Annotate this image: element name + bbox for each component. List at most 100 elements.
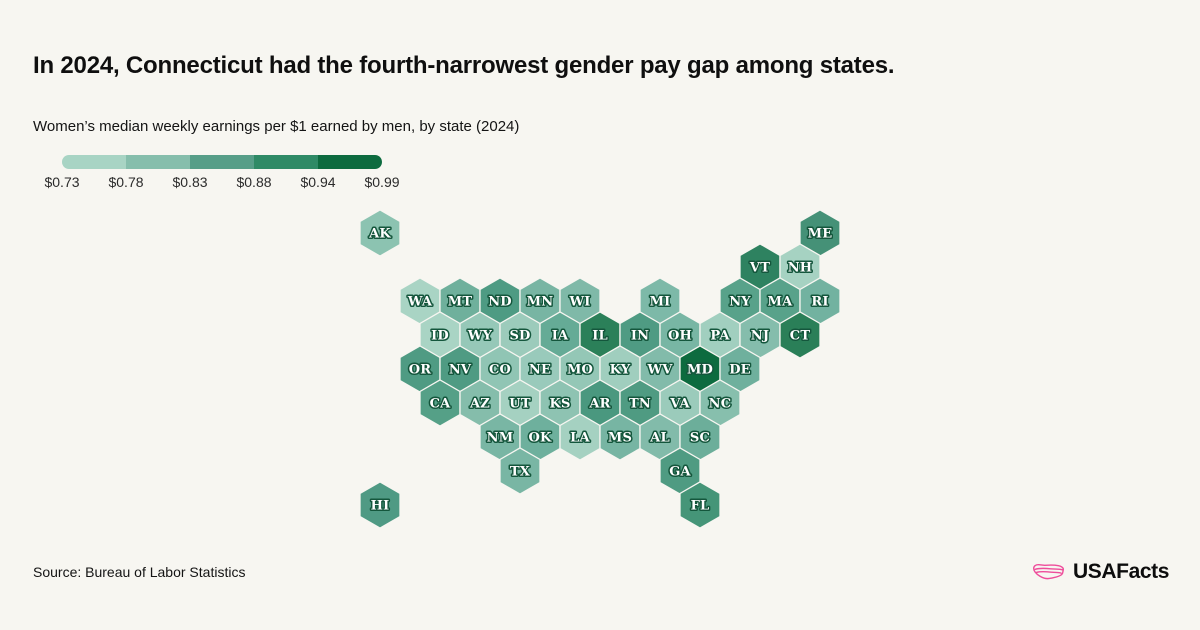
state-hex-shape bbox=[359, 481, 401, 529]
state-label: AL bbox=[649, 431, 670, 446]
state-hex-shape bbox=[679, 481, 721, 529]
state-hex-FL: FL bbox=[679, 481, 721, 529]
state-label: GA bbox=[669, 465, 691, 480]
legend-tick-label: $0.73 bbox=[44, 174, 80, 190]
legend-segment bbox=[62, 155, 126, 169]
state-label: KS bbox=[549, 397, 570, 412]
state-hex-CO: CO bbox=[479, 345, 521, 393]
state-label: WI bbox=[568, 295, 590, 310]
legend-segment bbox=[318, 155, 382, 169]
state-label: ME bbox=[808, 227, 833, 242]
state-label: NM bbox=[487, 431, 514, 446]
color-legend: $0.73 $0.78 $0.83 $0.88 $0.94 $0.99 bbox=[44, 155, 400, 201]
source-note: Source: Bureau of Labor Statistics bbox=[33, 564, 246, 580]
state-label: ND bbox=[488, 295, 512, 310]
state-label: NJ bbox=[751, 329, 769, 344]
state-label: KY bbox=[610, 363, 631, 378]
state-hex-IN: IN bbox=[619, 311, 661, 359]
state-hex-CT: CT bbox=[779, 311, 821, 359]
state-hex-AZ: AZ bbox=[459, 379, 501, 427]
state-label: SD bbox=[509, 329, 530, 344]
state-label: NE bbox=[529, 363, 551, 378]
state-label: MS bbox=[608, 431, 632, 446]
state-label: AZ bbox=[469, 397, 490, 412]
usafacts-logo: USAFacts bbox=[1032, 559, 1169, 585]
legend-segment bbox=[254, 155, 318, 169]
legend-segment bbox=[190, 155, 254, 169]
usafacts-wordmark: USAFacts bbox=[1073, 560, 1169, 583]
state-label: OH bbox=[668, 329, 692, 344]
state-hex-NY: NY bbox=[719, 277, 761, 325]
state-label: FL bbox=[691, 499, 710, 514]
state-hex-shape bbox=[779, 311, 821, 359]
state-label: VA bbox=[669, 397, 690, 412]
state-hex-MS: MS bbox=[599, 413, 641, 461]
state-label: NH bbox=[788, 261, 813, 276]
state-hex-MN: MN bbox=[519, 277, 561, 325]
state-hex-TX: TX bbox=[499, 447, 541, 495]
state-label: DE bbox=[729, 363, 751, 378]
state-hex-NV: NV bbox=[439, 345, 481, 393]
state-hex-NH: NH bbox=[779, 243, 821, 291]
state-label: CO bbox=[489, 363, 511, 378]
state-label: IN bbox=[631, 329, 649, 344]
state-label: CT bbox=[790, 329, 811, 344]
state-label: SC bbox=[690, 431, 710, 446]
legend-tick-label: $0.83 bbox=[172, 174, 208, 190]
state-label: MO bbox=[567, 363, 593, 378]
state-label: NV bbox=[449, 363, 472, 378]
state-label: MI bbox=[650, 295, 671, 310]
state-label: ID bbox=[431, 329, 449, 344]
state-label: LA bbox=[570, 431, 590, 446]
state-hex-ID: ID bbox=[419, 311, 461, 359]
state-hex-ME: ME bbox=[799, 209, 841, 257]
state-hex-RI: RI bbox=[799, 277, 841, 325]
state-hex-MI: MI bbox=[639, 277, 681, 325]
usa-map-icon bbox=[1032, 564, 1065, 580]
state-hex-SC: SC bbox=[679, 413, 721, 461]
state-hex-MO: MO bbox=[559, 345, 601, 393]
legend-bar bbox=[62, 155, 382, 169]
state-label: WY bbox=[467, 329, 493, 344]
state-hex-MT: MT bbox=[439, 277, 481, 325]
state-label: NY bbox=[729, 295, 751, 310]
state-label: NC bbox=[709, 397, 732, 412]
state-hex-MD: MD bbox=[679, 345, 721, 393]
state-label: OK bbox=[528, 431, 552, 446]
state-label: RI bbox=[811, 295, 828, 310]
state-hex-OR: OR bbox=[399, 345, 441, 393]
legend-tick-label: $0.94 bbox=[300, 174, 336, 190]
legend-tick-label: $0.99 bbox=[364, 174, 400, 190]
state-hex-HI: HI bbox=[359, 481, 401, 529]
state-hex-NM: NM bbox=[479, 413, 521, 461]
state-label: UT bbox=[509, 397, 531, 412]
legend-segment bbox=[126, 155, 190, 169]
state-hex-AK: AK bbox=[359, 209, 401, 257]
state-label: CA bbox=[430, 397, 452, 412]
state-label: MT bbox=[448, 295, 473, 310]
state-label: VT bbox=[749, 261, 770, 276]
state-hex-AL: AL bbox=[639, 413, 681, 461]
state-hex-OK: OK bbox=[519, 413, 561, 461]
state-label: WV bbox=[646, 363, 673, 378]
state-hex-AR: AR bbox=[579, 379, 621, 427]
state-hex-WI: WI bbox=[559, 277, 601, 325]
state-hex-OH: OH bbox=[659, 311, 701, 359]
state-label: IL bbox=[592, 329, 608, 344]
state-hex-KS: KS bbox=[539, 379, 581, 427]
state-label: OR bbox=[409, 363, 432, 378]
chart-subtitle: Women’s median weekly earnings per $1 ea… bbox=[33, 118, 520, 135]
state-hex-GA: GA bbox=[659, 447, 701, 495]
state-label: PA bbox=[710, 329, 730, 344]
state-label: WA bbox=[407, 295, 433, 310]
state-label: AK bbox=[368, 227, 391, 242]
state-label: TX bbox=[510, 465, 531, 480]
state-hex-ND: ND bbox=[479, 277, 521, 325]
state-label: MN bbox=[527, 295, 554, 310]
state-label: MD bbox=[687, 363, 713, 378]
state-label: IA bbox=[552, 329, 569, 344]
legend-tick-label: $0.78 bbox=[108, 174, 144, 190]
state-hex-DE: DE bbox=[719, 345, 761, 393]
state-hex-shape bbox=[359, 209, 401, 257]
